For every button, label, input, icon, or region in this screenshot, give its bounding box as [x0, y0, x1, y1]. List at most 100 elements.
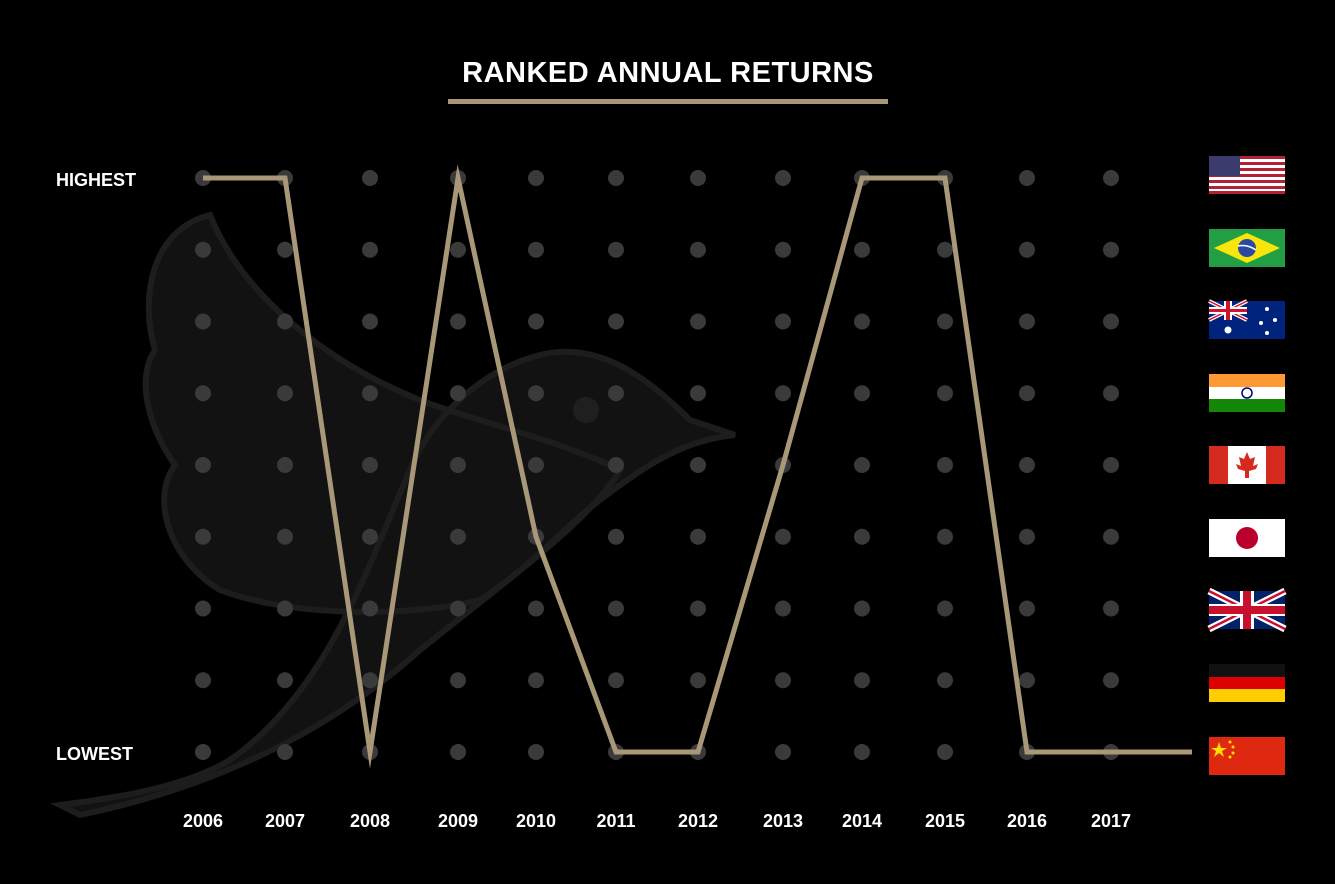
rank-dot: [1103, 241, 1119, 258]
rank-dot: [775, 313, 791, 330]
rank-dot: [608, 457, 624, 473]
rank-dot: [195, 313, 211, 330]
rank-dot: [608, 385, 624, 402]
rank-dot: [195, 744, 211, 760]
rank-dot: [1103, 313, 1119, 330]
rank-dot: [277, 600, 293, 617]
rank-dot: [1019, 528, 1035, 545]
rank-dot: [690, 170, 706, 186]
germany-flag-icon: [1209, 664, 1285, 702]
rank-dot: [775, 600, 791, 617]
rank-dot: [1103, 600, 1119, 617]
rank-dot: [277, 672, 293, 689]
rank-dot: [854, 457, 870, 473]
rank-dot: [195, 457, 211, 473]
rank-dot: [937, 528, 953, 545]
rank-dot: [450, 457, 466, 473]
uk-flag-icon: [1207, 587, 1287, 633]
rank-dot: [362, 385, 378, 402]
series-line-layer: [203, 164, 1192, 769]
india-flag-icon: [1209, 374, 1285, 412]
rank-dot: [277, 313, 293, 330]
rank-dot: [195, 600, 211, 617]
rank-dot: [362, 672, 378, 689]
rank-dot: [450, 744, 466, 760]
rank-dot: [1103, 672, 1119, 689]
rank-dot: [362, 313, 378, 330]
rank-dot: [1103, 528, 1119, 545]
rank-dot: [362, 241, 378, 258]
rank-dot: [450, 385, 466, 402]
x-tick-2007: 2007: [265, 811, 305, 831]
rank-dot: [775, 241, 791, 258]
rank-dot: [277, 528, 293, 545]
x-tick-2011: 2011: [596, 811, 635, 831]
x-tick-2008: 2008: [350, 811, 390, 831]
chart-title: RANKED ANNUAL RETURNS: [462, 57, 874, 89]
rank-dot: [450, 600, 466, 617]
rank-dot: [775, 528, 791, 545]
rank-dot: [195, 241, 211, 258]
rank-dot: [195, 672, 211, 689]
flag-legend: [1207, 156, 1287, 775]
rank-dot: [1019, 313, 1035, 330]
rank-dot: [937, 241, 953, 258]
rank-dot: [1019, 241, 1035, 258]
rank-dot: [690, 528, 706, 545]
rank-dot: [937, 385, 953, 402]
rank-dot: [195, 385, 211, 402]
rank-dot: [690, 457, 706, 473]
rank-dot: [1019, 600, 1035, 617]
rank-dot: [1019, 170, 1035, 186]
rank-dot: [854, 313, 870, 330]
rank-dot: [608, 313, 624, 330]
rank-dot: [690, 600, 706, 617]
rank-dot: [690, 385, 706, 402]
rank-dot-grid: [195, 170, 1119, 760]
rank-dot: [528, 170, 544, 186]
rank-dot: [362, 170, 378, 186]
rank-dot: [1019, 672, 1035, 689]
rank-dot: [277, 744, 293, 760]
rank-dot: [775, 170, 791, 186]
canada-flag-icon: [1209, 446, 1285, 484]
rank-dot: [450, 528, 466, 545]
rank-dot: [1019, 385, 1035, 402]
x-tick-2014: 2014: [842, 811, 882, 831]
brazil-flag-icon: [1209, 229, 1285, 267]
rank-dot: [608, 600, 624, 617]
rank-dot: [277, 457, 293, 473]
bird-watermark-icon: [49, 211, 736, 819]
x-tick-2010: 2010: [516, 811, 556, 831]
rank-dot: [775, 744, 791, 760]
usa-flag-icon: [1209, 156, 1285, 194]
rank-dot: [1103, 170, 1119, 186]
australia-flag-icon: [1208, 299, 1285, 339]
y-label-highest: HIGHEST: [56, 170, 136, 190]
rank-dot: [528, 744, 544, 760]
series-line-0: [203, 164, 1192, 769]
rank-dot: [362, 528, 378, 545]
rank-dot: [528, 385, 544, 402]
rank-dot: [277, 241, 293, 258]
rank-dot: [854, 241, 870, 258]
x-tick-2015: 2015: [925, 811, 965, 831]
rank-dot: [608, 672, 624, 689]
x-tick-labels: 2006 2007 2008 2009 2010 2011 2012 2013 2014 2015…: [183, 811, 1131, 831]
rank-dot: [450, 313, 466, 330]
x-tick-2017: 2017: [1091, 811, 1131, 831]
rank-dot: [1103, 385, 1119, 402]
rank-dot: [528, 672, 544, 689]
rank-dot: [1103, 457, 1119, 473]
rank-dot: [608, 241, 624, 258]
rank-dot: [854, 528, 870, 545]
rank-dot: [450, 241, 466, 258]
rank-dot: [450, 672, 466, 689]
rank-dot: [854, 744, 870, 760]
x-tick-2009: 2009: [438, 811, 478, 831]
rank-dot: [937, 457, 953, 473]
rank-dot: [775, 385, 791, 402]
rank-dot: [362, 600, 378, 617]
japan-flag-icon: [1209, 519, 1285, 557]
